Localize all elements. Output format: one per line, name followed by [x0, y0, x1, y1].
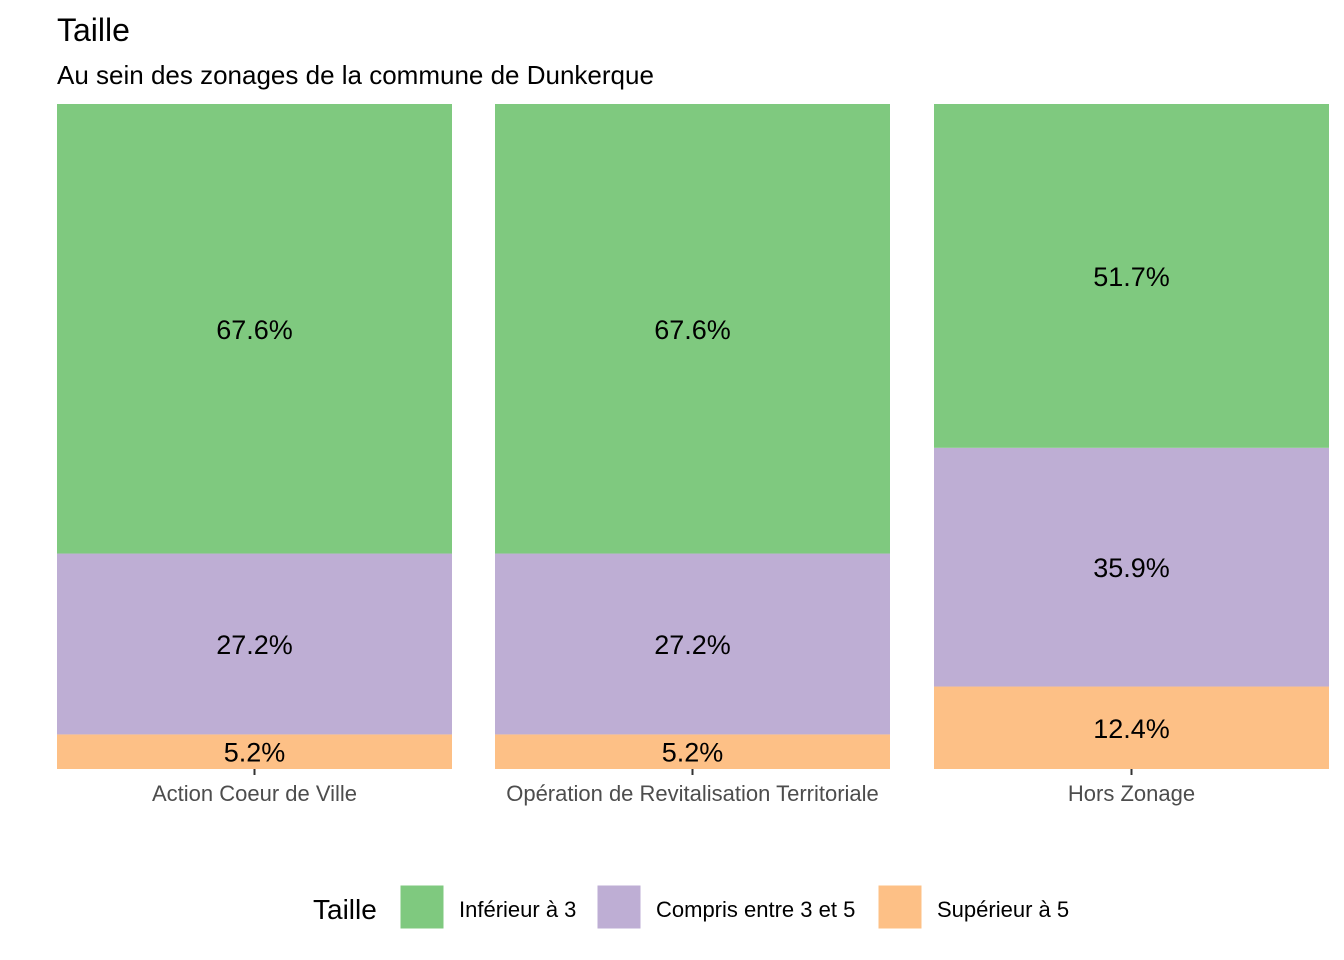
bar-segment-operation-de-revitalisation-territoriale-inferieur-a-3	[495, 104, 890, 554]
bar-segment-action-coeur-de-ville-inferieur-a-3	[57, 104, 452, 554]
data-label-action-coeur-de-ville-compris-entre-3-et-5: 27.2%	[216, 630, 293, 660]
chart-subtitle: Au sein des zonages de la commune de Dun…	[57, 60, 654, 90]
legend-label-compris-entre-3-et-5: Compris entre 3 et 5	[656, 897, 855, 922]
x-tick-label-action-coeur-de-ville: Action Coeur de Ville	[152, 781, 357, 806]
data-label-operation-de-revitalisation-territoriale-inferieur-a-3: 67.6%	[654, 315, 731, 345]
data-label-hors-zonage-superieur-a-5: 12.4%	[1093, 714, 1170, 744]
bar-segment-operation-de-revitalisation-territoriale-superieur-a-5	[495, 734, 890, 769]
data-label-action-coeur-de-ville-inferieur-a-3: 67.6%	[216, 315, 293, 345]
x-axis: Action Coeur de Ville Opération de Revita…	[152, 769, 1195, 806]
bar-segment-action-coeur-de-ville-compris-entre-3-et-5	[57, 553, 452, 735]
legend-label-inferieur-a-3: Inférieur à 3	[459, 897, 576, 922]
legend-key-compris-entre-3-et-5	[596, 884, 642, 930]
legend-key-inferieur-a-3	[399, 884, 445, 930]
x-tick-label-hors-zonage: Hors Zonage	[1068, 781, 1195, 806]
legend: Taille Inférieur à 3 Compris entre 3 et 5…	[313, 884, 1069, 930]
bar-segment-action-coeur-de-ville-superieur-a-5	[57, 734, 452, 769]
data-label-hors-zonage-compris-entre-3-et-5: 35.9%	[1093, 553, 1170, 583]
bars-group: 5.2% 27.2% 67.6% 5.2% 27.2% 67.6% 12.4% 35.9% 51…	[57, 104, 1329, 769]
data-label-action-coeur-de-ville-superieur-a-5: 5.2%	[224, 738, 286, 768]
legend-title: Taille	[313, 894, 377, 925]
data-label-operation-de-revitalisation-territoriale-compris-entre-3-et-5: 27.2%	[654, 630, 731, 660]
legend-key-superieur-a-5	[877, 884, 923, 930]
data-label-hors-zonage-inferieur-a-3: 51.7%	[1093, 262, 1170, 292]
bar-segment-operation-de-revitalisation-territoriale-compris-entre-3-et-5	[495, 553, 890, 735]
data-label-operation-de-revitalisation-territoriale-superieur-a-5: 5.2%	[662, 738, 724, 768]
legend-label-superieur-a-5: Supérieur à 5	[937, 897, 1069, 922]
x-tick-label-operation-de-revitalisation-territoriale: Opération de Revitalisation Territoriale	[506, 781, 879, 806]
chart-title: Taille	[57, 12, 130, 48]
bar-segment-hors-zonage-superieur-a-5	[934, 686, 1329, 769]
bar-segment-hors-zonage-inferieur-a-3	[934, 104, 1329, 448]
bar-segment-hors-zonage-compris-entre-3-et-5	[934, 447, 1329, 687]
